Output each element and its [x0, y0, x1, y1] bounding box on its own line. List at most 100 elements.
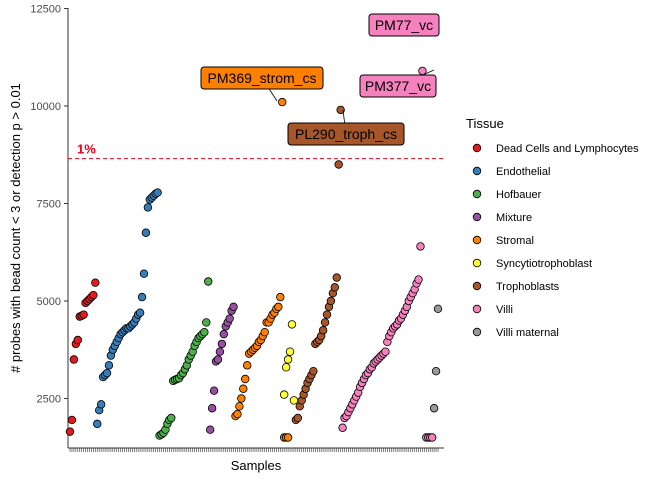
data-point [309, 367, 318, 376]
data-point [65, 427, 75, 436]
data-point [235, 402, 244, 411]
data-point [102, 368, 112, 378]
data-point [104, 361, 114, 370]
data-point [293, 413, 303, 423]
data-point [143, 203, 153, 212]
legend-label: Dead Cells and Lymphocytes [496, 143, 639, 155]
y-axis-title: # probes with bead count < 3 or detectio… [8, 83, 23, 373]
annotation-label: PM377_vc [365, 78, 431, 94]
data-point [338, 423, 347, 432]
data-point [334, 160, 343, 169]
data-point [283, 355, 293, 364]
legend-key [472, 304, 482, 314]
data-point [217, 339, 227, 349]
legend-key [472, 258, 482, 268]
data-point [320, 318, 330, 327]
data-point [332, 273, 341, 282]
data-point [278, 97, 287, 107]
data-point [202, 318, 211, 327]
legend-key [472, 143, 482, 153]
data-point [139, 269, 149, 278]
x-axis-title: Samples [231, 458, 282, 473]
data-point [225, 314, 234, 323]
data-point [204, 277, 213, 286]
annotation-box [287, 122, 405, 146]
data-point [241, 374, 250, 384]
legend-label: Villi [496, 304, 513, 316]
data-point [209, 386, 219, 395]
legend-key [472, 212, 482, 222]
annotation-label: PM77_vc [375, 17, 433, 33]
data-point [283, 433, 293, 442]
legend-label: Trophoblasts [496, 281, 560, 293]
data-point [279, 390, 289, 399]
data-point [137, 292, 147, 302]
legend-label: Syncytiotrophoblast [496, 258, 592, 270]
legend-key [472, 281, 482, 291]
legend-key [472, 166, 482, 176]
data-point [414, 275, 423, 284]
data-point [318, 326, 328, 335]
data-point [260, 328, 269, 337]
data-point [213, 355, 223, 364]
data-point [96, 400, 106, 409]
data-point [93, 419, 102, 429]
y-tick-label: 10000 [30, 101, 61, 113]
data-point [433, 304, 443, 313]
data-point [326, 296, 336, 306]
data-point [289, 396, 299, 405]
data-point [330, 283, 340, 292]
data-point [431, 367, 441, 376]
legend-title: Tissue [466, 116, 504, 131]
data-point [322, 310, 332, 319]
annotation-box [200, 66, 324, 90]
data-point [336, 105, 345, 115]
data-point [229, 302, 238, 312]
data-point [233, 409, 242, 419]
data-point [141, 228, 151, 237]
annotation-box [359, 74, 437, 98]
data-point [79, 310, 88, 319]
annotation-box [368, 13, 440, 37]
y-tick-label: 7500 [37, 199, 61, 211]
data-point [153, 188, 162, 197]
data-point [237, 394, 246, 403]
data-point [215, 347, 225, 356]
legend-label: Villi maternal [496, 327, 559, 339]
data-point [135, 308, 145, 317]
data-point [242, 361, 252, 370]
data-point [274, 302, 283, 312]
data-point [167, 413, 176, 423]
legend-label: Hofbauer [496, 189, 542, 201]
data-point [239, 384, 248, 393]
data-point [207, 404, 217, 413]
data-point [381, 347, 390, 356]
data-point [285, 347, 295, 356]
legend-label: Mixture [496, 212, 532, 224]
legend-label: Endothelial [496, 166, 550, 178]
data-point [205, 425, 215, 434]
y-tick-label: 5000 [37, 296, 61, 308]
legend-key [472, 235, 482, 245]
legend-key [472, 327, 482, 337]
legend: Tissue Dead Cells and Lymphocytes Endothe… [466, 116, 639, 339]
data-point [67, 415, 77, 425]
data-point [89, 290, 98, 300]
legend-key [472, 189, 482, 199]
data-point [287, 320, 297, 329]
annotation-label: PL290_troph_cs [295, 126, 397, 142]
data-point [416, 242, 425, 251]
reference-line-label: 1% [77, 142, 96, 157]
axes: 2500 5000 7500 10000 12500 [30, 4, 444, 452]
data-point [73, 335, 82, 345]
data-point [281, 363, 291, 372]
data-point [429, 404, 439, 413]
data-point [276, 292, 285, 302]
data-point [427, 433, 437, 442]
data-point [91, 278, 100, 287]
data-point [200, 328, 209, 337]
data-point [69, 355, 79, 364]
y-tick-label: 2500 [37, 394, 61, 406]
